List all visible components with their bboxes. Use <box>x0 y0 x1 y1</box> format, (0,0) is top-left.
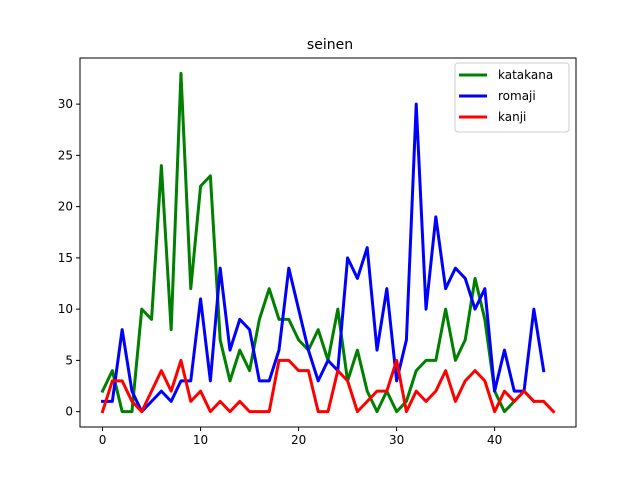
x-axis: 0 10 20 30 40 <box>99 427 502 447</box>
x-tick-label: 10 <box>193 433 208 447</box>
y-tick-label: 20 <box>58 200 73 214</box>
legend-label-kanji: kanji <box>498 110 526 124</box>
y-tick-label: 5 <box>65 353 73 367</box>
legend-label-katakana: katakana <box>498 68 553 82</box>
chart-title: seinen <box>307 37 353 53</box>
legend: katakana romaji kanji <box>454 62 570 133</box>
y-axis: 0 5 10 15 20 25 30 <box>58 97 80 419</box>
series-line-romaji <box>101 102 546 414</box>
x-tick-label: 30 <box>389 433 404 447</box>
x-tick-label: 0 <box>99 433 107 447</box>
y-tick-label: 15 <box>58 251 73 265</box>
series-layer <box>100 71 556 414</box>
x-tick-label: 40 <box>487 433 502 447</box>
y-tick-label: 0 <box>65 405 73 419</box>
legend-box <box>454 62 570 133</box>
y-tick-label: 30 <box>58 97 73 111</box>
y-tick-label: 10 <box>58 302 73 316</box>
series-line-kanji <box>100 358 556 414</box>
y-tick-label: 25 <box>58 148 73 162</box>
series-line-katakana <box>100 71 536 414</box>
x-tick-label: 20 <box>291 433 306 447</box>
plot-frame <box>79 57 577 428</box>
legend-label-romaji: romaji <box>498 89 536 103</box>
